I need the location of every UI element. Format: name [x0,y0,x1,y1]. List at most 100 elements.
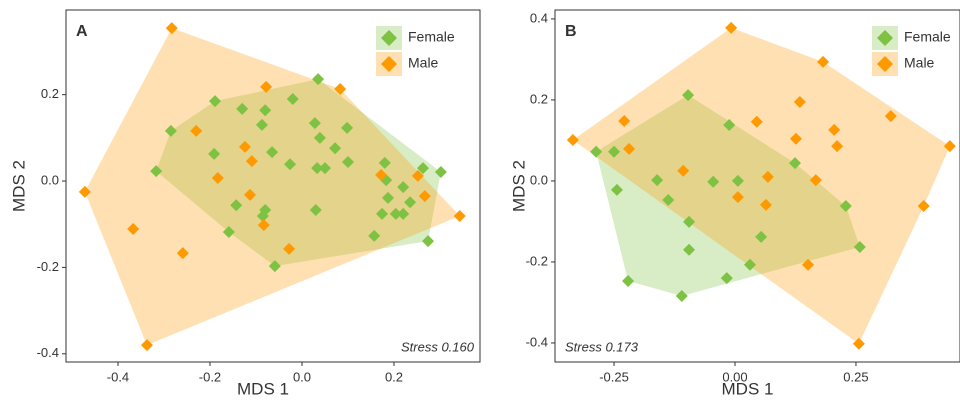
x-axis-label: MDS 1 [722,379,774,398]
point [422,235,435,248]
hull [84,28,460,346]
point [260,80,273,93]
point [731,191,744,204]
point [311,162,324,175]
point [884,110,897,123]
point [404,196,417,209]
x-tick-label: 0.00 [722,369,747,384]
point [238,140,251,153]
x-tick-label: -0.25 [599,369,629,384]
stress-label: Stress 0.173 [565,339,639,354]
point [817,55,830,68]
point [341,156,354,169]
point [286,92,299,105]
point [723,119,736,132]
legend-key [877,30,893,46]
point [78,185,91,198]
y-tick-label: 0.4 [530,10,548,25]
point [245,155,258,168]
point [236,102,249,115]
legend-label: Male [408,55,439,71]
hull [156,79,441,267]
point [852,337,865,350]
point [259,104,272,117]
point [416,162,429,175]
point [284,158,297,171]
point [662,193,675,206]
point [256,210,269,223]
point [268,260,281,273]
point [375,168,388,181]
point [618,114,631,127]
point [802,258,815,271]
panel-label: B [565,23,577,40]
y-axis-label: MDS 2 [509,160,528,212]
point [140,339,153,352]
y-tick-label: -0.4 [526,334,548,349]
point [165,22,178,35]
point [411,169,424,182]
panel: -0.25 0.00 0.25 -0.4 -0.2 0.0 0.2 0.4 MDS 1 MDS 2… [509,9,960,398]
point [127,222,140,235]
point [211,172,224,185]
point [683,243,696,256]
y-tick-label: 0.2 [41,86,59,101]
point [318,162,331,175]
legend-label: Male [904,55,935,71]
legend-key [381,30,397,46]
point [176,247,189,260]
point [397,181,410,194]
hull [596,95,860,296]
point [255,118,268,131]
point [675,289,688,302]
point [853,240,866,253]
hull [572,27,950,344]
point [208,147,221,160]
point [257,219,270,232]
point [150,165,163,178]
plot-frame [65,9,481,363]
legend-key [877,56,893,72]
y-tick-label: 0.0 [530,172,548,187]
stress-label: Stress 0.160 [401,339,475,354]
point [308,117,321,130]
point [725,21,738,34]
x-tick-label: 0.0 [293,369,311,384]
point [839,200,852,213]
y-tick-label: 0.0 [41,172,59,187]
plot-frame [554,9,960,363]
point [623,142,636,155]
y-tick-label: -0.2 [526,253,548,268]
point [329,142,342,155]
point [750,115,763,128]
x-tick-label: -0.2 [199,369,221,384]
point [608,145,621,158]
point [761,170,774,183]
point [209,95,222,108]
point [566,134,579,147]
point [809,174,822,187]
point [720,272,733,285]
legend-label: Female [408,29,455,45]
point [789,132,802,145]
x-tick-label: -0.4 [107,369,129,384]
point [312,73,325,86]
point [682,89,695,102]
point [755,230,768,243]
x-tick-label: 0.25 [843,369,868,384]
y-tick-label: 0.2 [530,91,548,106]
legend-label: Female [904,29,951,45]
point [793,95,806,108]
point [943,140,956,153]
point [707,175,720,188]
point [378,156,391,169]
y-tick-label: -0.2 [37,259,59,274]
x-tick-label: 0.2 [385,369,403,384]
point [382,191,394,204]
point [744,258,756,271]
point [266,146,279,159]
point [759,198,772,211]
y-axis-label: MDS 2 [9,160,28,212]
point [731,174,744,187]
